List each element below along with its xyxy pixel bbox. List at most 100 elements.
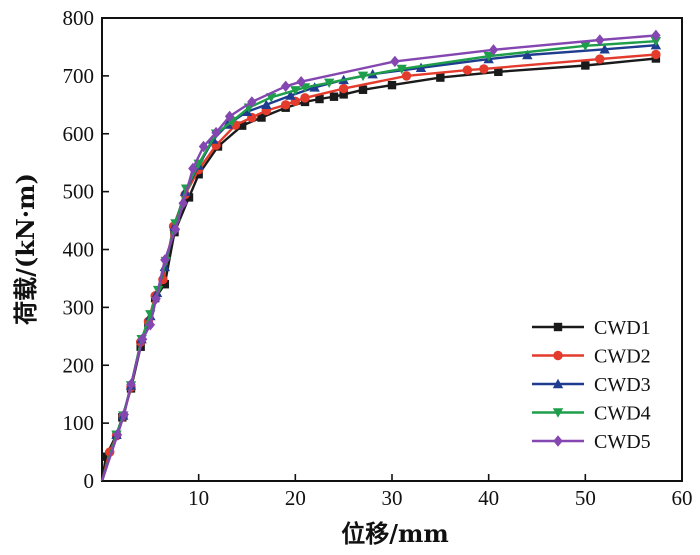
data-point: [595, 34, 605, 46]
data-point: [494, 67, 503, 77]
legend-marker: [553, 350, 563, 361]
legend-marker: [552, 408, 564, 418]
data-point: [599, 44, 610, 54]
axis-ticks: 0 100 200 300 400 500 600 700 800 10 20 30 40 50 60: [63, 6, 693, 510]
data-point: [178, 197, 188, 209]
data-point: [285, 90, 296, 100]
legend-item-cwd3: CWD3: [532, 374, 651, 396]
data-point: [257, 113, 266, 122]
data-point: [261, 99, 272, 110]
data-point: [101, 452, 111, 461]
series-cwd3: [100, 40, 662, 482]
legend-item-cwd4: CWD4: [532, 403, 651, 425]
data-point: [247, 96, 257, 108]
data-point: [329, 92, 339, 101]
data-point: [188, 162, 198, 175]
data-point: [151, 292, 161, 305]
y-tick-label: 0: [84, 469, 95, 493]
legend-label: CWD1: [594, 317, 651, 339]
data-point: [224, 110, 235, 123]
data-point: [290, 86, 301, 96]
data-point: [300, 93, 310, 103]
legend-marker: [552, 378, 564, 389]
data-point: [387, 80, 397, 90]
data-point: [112, 429, 123, 441]
legend-item-cwd1: CWD1: [532, 317, 651, 339]
x-tick-label: 10: [188, 486, 209, 510]
data-point: [581, 61, 590, 70]
legend-label: CWD4: [594, 403, 651, 425]
data-point: [137, 333, 148, 345]
data-point: [296, 75, 306, 88]
data-point: [160, 280, 170, 289]
data-point: [323, 78, 335, 89]
x-tick-label: 30: [382, 486, 403, 510]
legend-label: CWD3: [594, 374, 651, 396]
data-point: [339, 90, 348, 99]
data-point: [396, 64, 407, 75]
y-tick-label: 600: [63, 122, 95, 146]
x-axis-title: 位移/mm: [341, 519, 449, 548]
data-point: [309, 82, 320, 92]
data-point: [595, 54, 605, 64]
data-point: [184, 193, 194, 202]
x-tick-label: 60: [672, 486, 693, 510]
data-point: [522, 49, 533, 60]
legend-item-cwd2: CWD2: [532, 346, 651, 368]
x-tick-label: 50: [575, 486, 596, 510]
series-cwd5: [100, 29, 661, 482]
data-point: [338, 83, 349, 94]
x-tick-label: 20: [285, 486, 306, 510]
data-point: [651, 49, 661, 60]
y-tick-label: 100: [63, 411, 95, 435]
legend-item-cwd5: CWD5: [532, 431, 651, 453]
y-tick-label: 200: [63, 353, 95, 377]
data-point: [479, 64, 489, 74]
legend-marker: [553, 435, 563, 447]
series-cwd2: [100, 49, 661, 482]
data-point: [462, 65, 473, 75]
series-cwd4: [100, 36, 662, 482]
data-point: [126, 378, 136, 391]
series-line-cwd3: [100, 44, 656, 482]
data-point: [650, 36, 662, 47]
data-point: [241, 106, 253, 116]
data-point: [280, 100, 291, 110]
data-point: [211, 126, 221, 139]
y-tick-label: 800: [63, 6, 95, 30]
legend-marker: [553, 322, 563, 332]
data-point: [401, 71, 412, 81]
legend-label: CWD5: [594, 431, 651, 453]
data-point: [198, 140, 209, 153]
legend: CWD1 CWD2 CWD3 CWD4 CWD5: [532, 317, 651, 453]
data-point: [145, 319, 156, 331]
data-point: [119, 408, 129, 421]
data-point: [170, 223, 181, 235]
data-point: [280, 80, 291, 92]
series-layer: [100, 29, 662, 482]
data-point: [357, 71, 369, 82]
series-line-cwd5: [100, 34, 656, 482]
x-tick-label: 40: [478, 486, 499, 510]
data-point: [390, 55, 400, 68]
data-point: [436, 73, 445, 82]
data-point: [488, 44, 499, 56]
data-point: [315, 94, 324, 104]
data-point: [483, 51, 494, 62]
data-point: [358, 85, 368, 94]
y-tick-label: 700: [63, 64, 95, 88]
legend-label: CWD2: [594, 346, 651, 368]
y-tick-label: 500: [63, 180, 95, 204]
series-line-cwd1: [100, 57, 657, 482]
data-point: [160, 254, 170, 266]
data-point: [580, 41, 591, 51]
y-axis-title: 荷载/(kN·m): [11, 173, 40, 325]
series-line-cwd4: [100, 40, 656, 482]
data-point: [651, 29, 661, 42]
data-point: [237, 121, 247, 130]
series-line-cwd2: [100, 53, 656, 482]
y-tick-label: 400: [63, 238, 95, 262]
y-tick-label: 300: [63, 295, 95, 319]
series-cwd1: [100, 54, 661, 482]
